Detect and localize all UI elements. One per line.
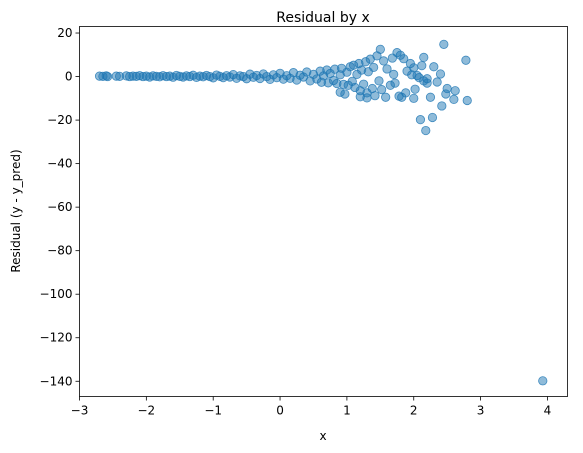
- x-tick-label: 1: [343, 404, 351, 418]
- y-tick-label: 20: [57, 26, 72, 40]
- data-point: [450, 86, 460, 96]
- data-point: [359, 79, 369, 89]
- data-point: [442, 83, 452, 94]
- data-point: [435, 69, 446, 79]
- y-tick-label: −120: [40, 331, 73, 345]
- data-point: [422, 74, 432, 84]
- data-point: [419, 52, 429, 63]
- x-axis: −3 −2 −1 0 1 2 3 4: [71, 396, 552, 418]
- data-point: [381, 92, 391, 102]
- data-point: [377, 85, 387, 95]
- data-point: [429, 62, 439, 72]
- x-tick-label: 3: [477, 404, 485, 418]
- data-point: [449, 94, 459, 105]
- data-point: [427, 112, 438, 123]
- data-point: [379, 56, 389, 66]
- data-point: [375, 44, 385, 54]
- chart-title: Residual by x: [276, 10, 369, 26]
- data-point: [382, 64, 392, 74]
- plot-frame: [79, 26, 568, 397]
- y-tick-label: −80: [47, 244, 72, 258]
- data-point: [369, 62, 379, 73]
- x-tick-label: 4: [544, 404, 552, 418]
- data-point: [390, 78, 400, 88]
- plot-area: [94, 39, 548, 386]
- data-point: [407, 70, 417, 80]
- y-tick-label: −100: [40, 287, 73, 301]
- data-point: [399, 54, 409, 64]
- data-point: [389, 69, 399, 79]
- y-tick-label: 0: [65, 70, 73, 84]
- data-point: [415, 115, 426, 125]
- x-tick-label: 2: [410, 404, 418, 418]
- data-point: [340, 89, 350, 99]
- data-point: [370, 91, 380, 101]
- x-axis-label: x: [319, 429, 326, 443]
- y-tick-label: −60: [47, 200, 72, 214]
- x-tick-label: −1: [204, 404, 222, 418]
- x-tick-label: 0: [276, 404, 284, 418]
- y-tick-label: −40: [47, 157, 72, 171]
- data-point: [439, 39, 449, 49]
- data-point: [437, 101, 447, 111]
- y-axis: −140 −120 −100 −80 −60 −40 −20 0 20: [40, 26, 80, 388]
- data-point: [417, 61, 427, 71]
- data-point: [421, 125, 431, 136]
- data-point: [432, 77, 442, 87]
- data-point: [374, 76, 384, 86]
- x-tick-label: −3: [71, 404, 89, 418]
- data-point: [462, 95, 472, 106]
- data-point: [461, 55, 471, 65]
- y-tick-label: −140: [40, 374, 73, 388]
- y-axis-label: Residual (y - y_pred): [9, 149, 23, 272]
- x-tick-label: −2: [137, 404, 155, 418]
- data-point: [538, 376, 548, 386]
- y-tick-label: −20: [47, 113, 72, 127]
- data-point: [409, 93, 419, 103]
- data-point: [410, 84, 420, 94]
- data-point: [362, 93, 372, 103]
- data-point: [102, 71, 113, 82]
- data-point: [425, 92, 436, 102]
- data-point: [401, 88, 411, 98]
